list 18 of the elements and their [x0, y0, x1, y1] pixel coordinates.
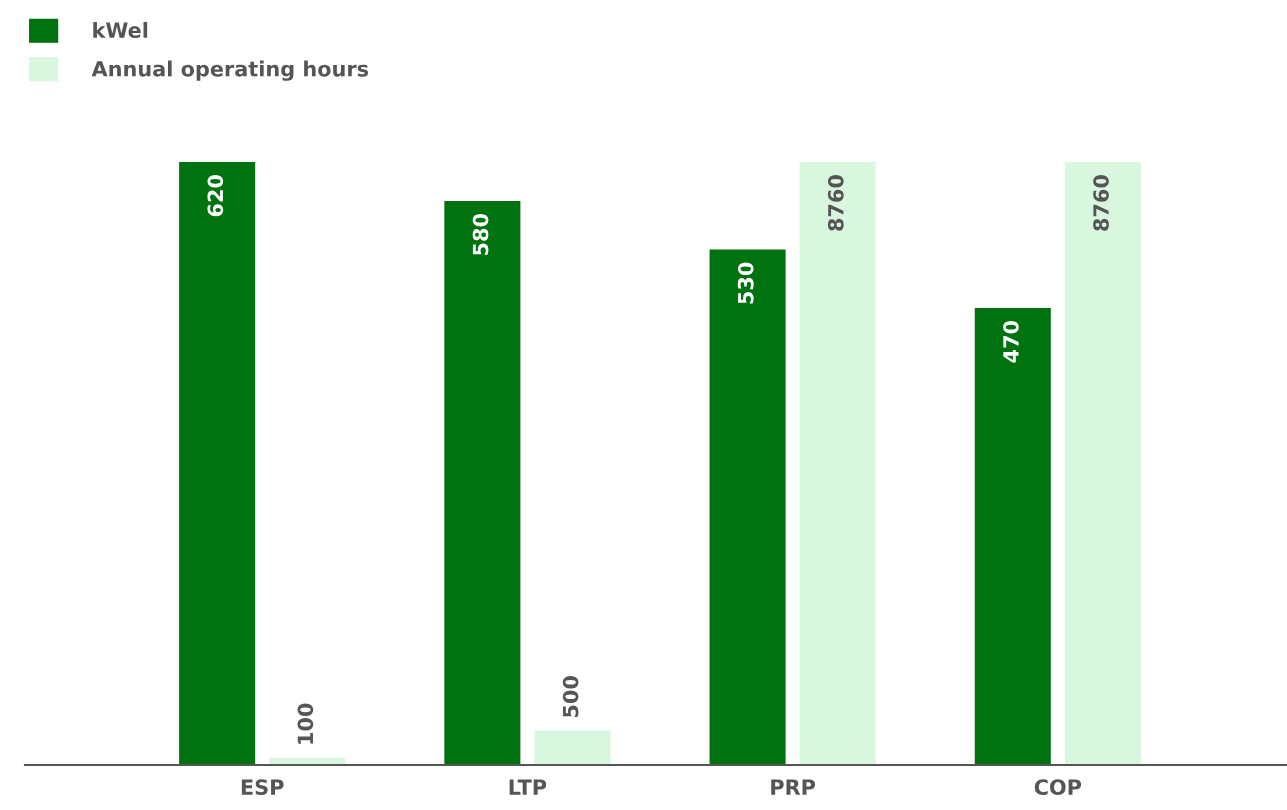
- bar: [444, 200, 521, 765]
- data-label: 8760: [1093, 175, 1109, 231]
- data-label: 530: [737, 262, 754, 304]
- data-label: 580: [472, 213, 489, 255]
- legend-label: Annual operating hours: [91, 60, 369, 81]
- x-tick-label: ESP: [241, 779, 284, 796]
- data-label: 620: [207, 175, 224, 217]
- data-label: 470: [1003, 320, 1019, 363]
- x-tick-label: LTP: [509, 779, 547, 795]
- data-label: 500: [562, 676, 579, 717]
- bar: [179, 162, 256, 765]
- x-tick-label: PRP: [771, 779, 816, 795]
- x-tick-label: COP: [1034, 779, 1082, 796]
- bar: [974, 307, 1051, 765]
- data-label: 100: [297, 703, 314, 744]
- bar: [709, 249, 786, 765]
- legend-label: kWel: [93, 21, 148, 38]
- data-label: 8760: [827, 175, 844, 231]
